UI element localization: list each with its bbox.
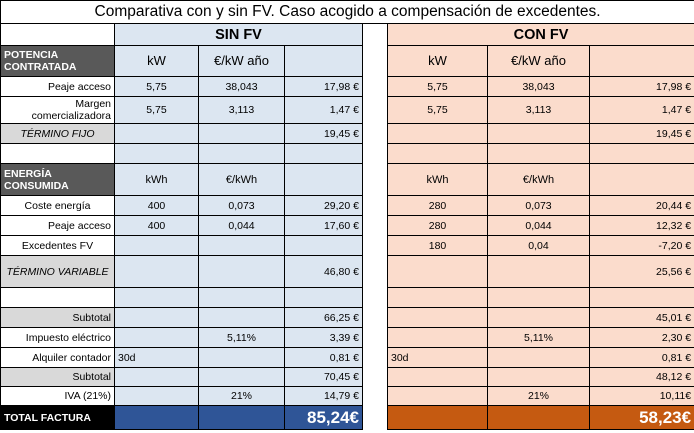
cell: 0,044 [198, 215, 285, 236]
potencia-label: POTENCIA CONTRATADA [0, 45, 115, 77]
table-row: Margen comercializadora 5,75 3,113 1,47 … [0, 96, 694, 124]
cell: 3,113 [487, 96, 590, 124]
subtotal-con: 45,01 € [588, 307, 694, 328]
cell: 5,75 [387, 76, 488, 97]
iva-rate-con: 21% [487, 386, 590, 406]
cell [198, 235, 285, 256]
termino-variable-label: TÉRMINO VARIABLE [0, 255, 115, 288]
table-row: TÉRMINO FIJO 19,45 € 19,45 € [0, 123, 694, 144]
cell: 3,113 [198, 96, 285, 124]
unit-eur-kwh: €/kWh [198, 163, 285, 196]
cell: 1,47 € [284, 96, 363, 124]
cell: 20,44 € [588, 195, 694, 216]
cell: 5,75 [387, 96, 488, 124]
cell: 5,75 [114, 96, 199, 124]
table-row: Coste energía 400 0,073 29,20 € 280 0,07… [0, 195, 694, 216]
unit-kw-ano: €/kW año [198, 45, 285, 77]
con-fv-header: CON FV [386, 23, 694, 46]
table-row: Peaje acceso 5,75 38,043 17,98 € 5,75 38… [0, 76, 694, 97]
table-row: Impuesto eléctrico 5,11% 3,39 € 5,11% 2,… [0, 327, 694, 348]
iva-con: 10,11€ [588, 386, 694, 406]
cell: 38,043 [198, 76, 285, 97]
cell: -7,20 € [588, 235, 694, 256]
cell: 17,98 € [588, 76, 694, 97]
total-label: TOTAL FACTURA [0, 405, 115, 430]
cell: 17,98 € [284, 76, 363, 97]
row-label: Peaje acceso [0, 215, 115, 236]
cell: 0,073 [198, 195, 285, 216]
sin-fv-header: SIN FV [114, 23, 363, 46]
impuesto-sin: 3,39 € [284, 327, 363, 348]
unit-kw: kW [387, 45, 488, 77]
cell: 280 [387, 215, 488, 236]
subtotal-con: 48,12 € [588, 367, 694, 387]
alquiler-sin: 0,81 € [284, 347, 363, 368]
termino-fijo-sin: 19,45 € [284, 123, 363, 144]
cell: 38,043 [487, 76, 590, 97]
alquiler-label: Alquiler contador [0, 347, 115, 368]
energia-label: ENERGÍA CONSUMIDA [0, 163, 115, 196]
total-row: TOTAL FACTURA 85,24€ 58,23€ [0, 405, 694, 430]
row-label: Excedentes FV [0, 235, 115, 256]
cell: 12,32 € [588, 215, 694, 236]
termino-fijo-label: TÉRMINO FIJO [0, 123, 115, 144]
impuesto-con: 2,30 € [588, 327, 694, 348]
termino-variable-sin: 46,80 € [284, 255, 363, 288]
cell: 400 [114, 195, 199, 216]
subtotal-sin: 66,25 € [284, 307, 363, 328]
row-label: Peaje acceso [0, 76, 115, 97]
table-row: Subtotal 70,45 € 48,12 € [0, 367, 694, 387]
termino-fijo-con: 19,45 € [588, 123, 694, 144]
impuesto-label: Impuesto eléctrico [0, 327, 115, 348]
iva-rate-sin: 21% [198, 386, 285, 406]
alquiler-days-con: 30d [387, 347, 488, 368]
unit-kw-ano: €/kW año [487, 45, 590, 77]
unit-kwh: kWh [387, 163, 488, 196]
subtotal-sin: 70,45 € [284, 367, 363, 387]
table-row: Peaje acceso 400 0,044 17,60 € 280 0,044… [0, 215, 694, 236]
impuesto-rate-con: 5,11% [487, 327, 590, 348]
table-row: Excedentes FV 180 0,04 -7,20 € [0, 235, 694, 256]
alquiler-days-sin: 30d [114, 347, 199, 368]
cell [114, 235, 199, 256]
total-con: 58,23€ [588, 405, 694, 430]
row-label: Margen comercializadora [0, 96, 115, 124]
subtotal-label: Subtotal [0, 307, 115, 328]
row-label: Coste energía [0, 195, 115, 216]
blank-cell [0, 23, 115, 46]
unit-kw: kW [114, 45, 199, 77]
cell: 0,044 [487, 215, 590, 236]
cell: 0,04 [487, 235, 590, 256]
unit-kwh: kWh [114, 163, 199, 196]
iva-label: IVA (21%) [0, 386, 115, 406]
cell: 180 [387, 235, 488, 256]
cell: 17,60 € [284, 215, 363, 236]
cell: 0,073 [487, 195, 590, 216]
unit-eur-kwh: €/kWh [487, 163, 590, 196]
alquiler-con: 0,81 € [588, 347, 694, 368]
termino-variable-con: 25,56 € [588, 255, 694, 288]
cell: 280 [387, 195, 488, 216]
cell: 400 [114, 215, 199, 236]
table-row: TÉRMINO VARIABLE 46,80 € 25,56 € [0, 255, 694, 288]
cell: 1,47 € [588, 96, 694, 124]
subtotal-label: Subtotal [0, 367, 115, 387]
iva-sin: 14,79 € [284, 386, 363, 406]
table-row: IVA (21%) 21% 14,79 € 21% 10,11€ [0, 386, 694, 406]
table-row: Subtotal 66,25 € 45,01 € [0, 307, 694, 328]
total-sin: 85,24€ [284, 405, 363, 430]
impuesto-rate-sin: 5,11% [198, 327, 285, 348]
table-row: Alquiler contador 30d 0,81 € 30d 0,81 € [0, 347, 694, 368]
cell [284, 235, 363, 256]
cell: 5,75 [114, 76, 199, 97]
cell: 29,20 € [284, 195, 363, 216]
page-title: Comparativa con y sin FV. Caso acogido a… [0, 0, 694, 24]
